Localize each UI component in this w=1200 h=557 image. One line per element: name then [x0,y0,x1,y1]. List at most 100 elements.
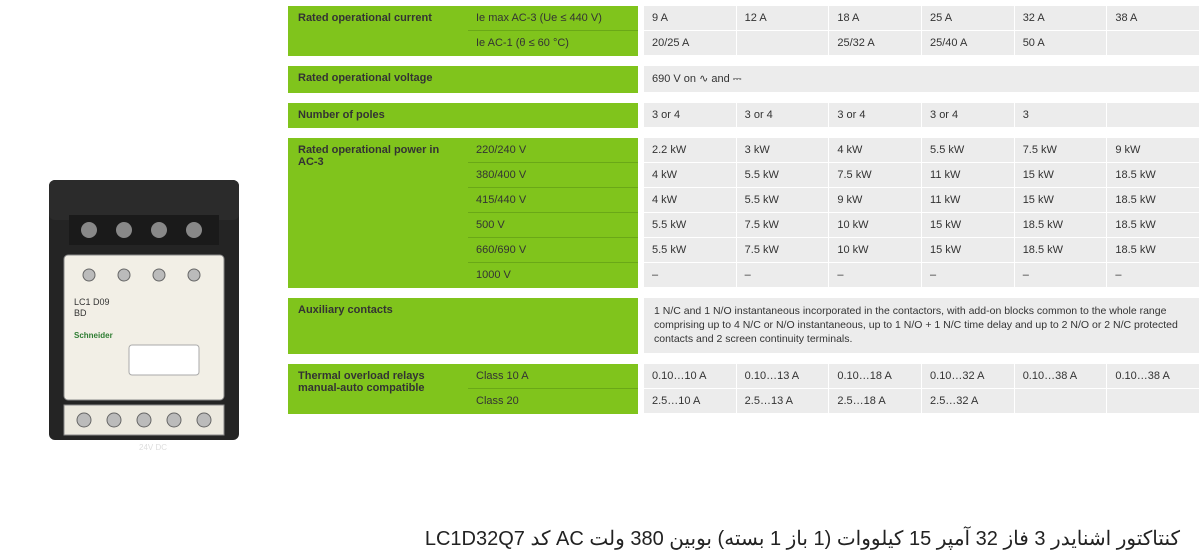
section-label: Number of poles. [288,103,638,128]
data-cell: 38 A [1107,6,1199,30]
data-cell: 5.5 kW [644,213,736,237]
section-label: Rated operational voltage. [288,66,638,93]
section-title: Thermal overload relays manual-auto comp… [288,364,468,414]
section-title: Number of poles [288,103,468,128]
spec-section: Rated operational power in AC-3220/240 V… [288,138,1200,288]
data-cell: 18.5 kW [1107,163,1199,187]
data-row: 4 kW5.5 kW9 kW11 kW15 kW18.5 kW [644,188,1200,213]
data-cell: – [922,263,1014,287]
svg-text:24V DC: 24V DC [139,443,167,452]
data-cell [1107,389,1199,413]
caption-text: کنتاکتور اشنایدر 3 فاز 32 آمپر 15 کیلووا… [530,528,1180,550]
data-cell: 4 kW [829,138,921,162]
section-data: 3 or 43 or 43 or 43 or 43 [644,103,1200,128]
spec-section: Number of poles.3 or 43 or 43 or 43 or 4… [288,103,1200,128]
data-cell: 7.5 kW [737,238,829,262]
data-cell: 11 kW [922,163,1014,187]
section-sublabel: 500 V [468,213,638,238]
data-cell: 5.5 kW [922,138,1014,162]
data-cell: 2.5…13 A [737,389,829,413]
data-cell: 5.5 kW [737,163,829,187]
caption: کنتاکتور اشنایدر 3 فاز 32 آمپر 15 کیلووا… [60,526,1180,551]
section-subcolumn: . [468,66,638,93]
data-row: 20/25 A25/32 A25/40 A50 A [644,31,1200,56]
data-row: 2.2 kW3 kW4 kW5.5 kW7.5 kW9 kW [644,138,1200,163]
section-sublabel: Ie AC-1 (θ ≤ 60 °C) [468,31,638,55]
data-cell: 2.5…18 A [829,389,921,413]
data-cell [1015,389,1107,413]
spec-section: Auxiliary contacts.1 N/C and 1 N/O insta… [288,298,1200,354]
spec-section: Rated operational currentIe max AC-3 (Ue… [288,6,1200,56]
section-label: Rated operational power in AC-3220/240 V… [288,138,638,288]
svg-text:BD: BD [74,308,87,318]
data-cell: 3 kW [737,138,829,162]
data-cell: 15 kW [1015,188,1107,212]
data-cell: 18.5 kW [1107,238,1199,262]
data-cell: 9 A [644,6,736,30]
data-cell: 0.10…38 A [1015,364,1107,388]
data-cell: 18.5 kW [1015,238,1107,262]
spec-section: Rated operational voltage.690 V on ∿ and… [288,66,1200,93]
data-cell: 690 V on ∿ and ⎓ [644,66,1199,92]
data-cell: 3 or 4 [829,103,921,127]
data-cell: 25/32 A [829,31,921,55]
section-title: Rated operational voltage [288,66,468,93]
section-sublabel: 220/240 V [468,138,638,163]
section-subcolumn: Class 10 AClass 20 [468,364,638,414]
data-cell: 5.5 kW [644,238,736,262]
section-sublabel: Class 10 A [468,364,638,389]
data-row: –––––– [644,263,1200,288]
data-cell: – [1107,263,1199,287]
data-cell: 18.5 kW [1107,213,1199,237]
section-label: Rated operational currentIe max AC-3 (Ue… [288,6,638,56]
data-cell: 9 kW [829,188,921,212]
data-row: 9 A12 A18 A25 A32 A38 A [644,6,1200,31]
data-cell: 11 kW [922,188,1014,212]
section-label: Thermal overload relays manual-auto comp… [288,364,638,414]
section-title: Rated operational current [288,6,468,56]
section-sublabel: 380/400 V [468,163,638,188]
section-title: Rated operational power in AC-3 [288,138,468,288]
section-subcolumn: Ie max AC-3 (Ue ≤ 440 V)Ie AC-1 (θ ≤ 60 … [468,6,638,56]
section-data: 9 A12 A18 A25 A32 A38 A20/25 A25/32 A25/… [644,6,1200,56]
section-sublabel: Ie max AC-3 (Ue ≤ 440 V) [468,6,638,31]
data-row: 5.5 kW7.5 kW10 kW15 kW18.5 kW18.5 kW [644,238,1200,263]
data-cell: 7.5 kW [829,163,921,187]
data-cell: 10 kW [829,213,921,237]
data-cell: 18.5 kW [1015,213,1107,237]
section-sublabel: 415/440 V [468,188,638,213]
section-sublabel: 660/690 V [468,238,638,263]
data-row: 690 V on ∿ and ⎓ [644,66,1200,93]
data-row: 0.10…10 A0.10…13 A0.10…18 A0.10…32 A0.10… [644,364,1200,389]
data-row: 2.5…10 A2.5…13 A2.5…18 A2.5…32 A [644,389,1200,414]
section-sublabel: 1000 V [468,263,638,287]
data-cell: 3 [1015,103,1107,127]
data-cell: 18 A [829,6,921,30]
section-data: 1 N/C and 1 N/O instantaneous incorporat… [644,298,1200,354]
data-row: 5.5 kW7.5 kW10 kW15 kW18.5 kW18.5 kW [644,213,1200,238]
data-row: 3 or 43 or 43 or 43 or 43 [644,103,1200,128]
data-cell: 25/40 A [922,31,1014,55]
data-cell: 0.10…18 A [829,364,921,388]
data-cell: 25 A [922,6,1014,30]
data-cell: 2.5…10 A [644,389,736,413]
data-cell: – [829,263,921,287]
product-image: LC1 D09 BD Schneider 24V DC [29,160,259,460]
data-cell: 50 A [1015,31,1107,55]
contactor-illustration: LC1 D09 BD Schneider 24V DC [29,160,259,460]
section-data: 690 V on ∿ and ⎓ [644,66,1200,93]
data-cell: – [737,263,829,287]
spec-table: Rated operational currentIe max AC-3 (Ue… [288,0,1200,460]
section-subcolumn: 220/240 V380/400 V415/440 V500 V660/690 … [468,138,638,288]
spec-section: Thermal overload relays manual-auto comp… [288,364,1200,414]
data-cell: 4 kW [644,163,736,187]
data-cell: 0.10…10 A [644,364,736,388]
section-title: Auxiliary contacts [288,298,468,354]
data-cell: 0.10…13 A [737,364,829,388]
data-cell: 4 kW [644,188,736,212]
data-cell: 5.5 kW [737,188,829,212]
section-label: Auxiliary contacts. [288,298,638,354]
data-cell: 0.10…32 A [922,364,1014,388]
data-cell: – [644,263,736,287]
section-data: 0.10…10 A0.10…13 A0.10…18 A0.10…32 A0.10… [644,364,1200,414]
